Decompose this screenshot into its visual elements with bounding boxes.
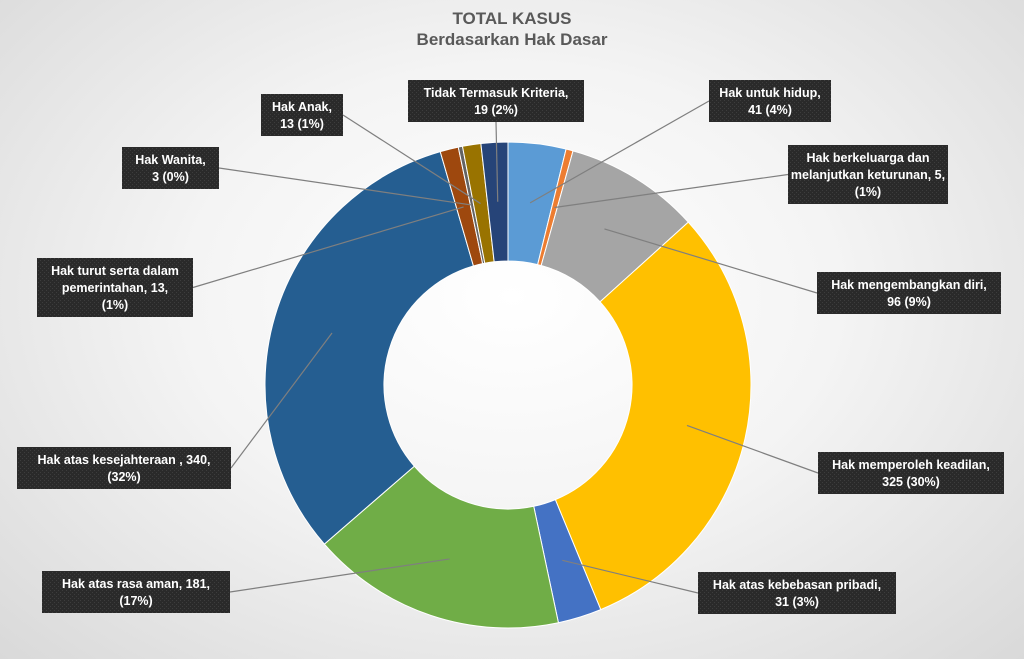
data-label-box [817,272,1001,314]
data-label: Hak memperoleh keadilan, 325 (30%) [818,452,1004,494]
chart-title-main: TOTAL KASUS [452,9,572,28]
leader-lines [192,100,819,594]
data-label: Hak turut serta dalam pemerintahan, 13, (1… [37,258,193,317]
data-label-box [698,572,896,614]
data-label-text: 325 (30%) [882,475,940,489]
data-label-text: Hak memperoleh keadilan, [832,458,990,472]
leader-line [229,558,450,593]
data-label-text: 3 (0%) [152,170,189,184]
data-label-text: 19 (2%) [474,103,518,117]
data-label: Hak atas kebebasan pribadi, 31 (3%) [698,572,896,614]
donut-slices [264,141,752,629]
leader-line [218,167,473,206]
data-label-box [17,447,231,489]
chart-subtitle: Berdasarkan Hak Dasar [416,30,608,49]
data-label-text: (1%) [855,185,881,199]
data-label: Hak mengembangkan diri, 96 (9%) [817,272,1001,314]
data-label-text: melanjutkan keturunan, 5, [791,168,945,182]
data-label-box [818,452,1004,494]
data-label-text: (17%) [119,594,152,608]
data-label: Hak Wanita, 3 (0%) [122,147,219,189]
data-label-text: Hak atas kesejahteraan , 340, [37,453,210,467]
data-labels: Hak untuk hidup, 41 (4%) Hak berkeluarga d… [17,80,1004,614]
data-label-text: Hak berkeluarga dan [807,151,930,165]
data-label-text: 13 (1%) [280,117,324,131]
leader-line [554,173,789,209]
leader-line [192,206,464,289]
data-label: Hak atas rasa aman, 181, (17%) [42,571,230,613]
data-label-box [42,571,230,613]
data-label: Hak Anak, 13 (1%) [261,94,343,136]
donut-slice [264,151,475,545]
data-label-text: 41 (4%) [748,103,792,117]
leader-line [230,332,333,469]
data-label-text: Tidak Termasuk Kriteria, [424,86,569,100]
donut-slice [554,221,752,611]
data-label: Tidak Termasuk Kriteria, 19 (2%) [408,80,584,122]
leader-line [562,559,699,594]
data-label-box [709,80,831,122]
data-label: Hak berkeluarga dan melanjutkan keturunan… [788,145,948,204]
data-label-text: Hak atas rasa aman, 181, [62,577,210,591]
data-label-text: 31 (3%) [775,595,819,609]
data-label-box [122,147,219,189]
data-label-text: Hak untuk hidup, [719,86,820,100]
chart-title: TOTAL KASUS Berdasarkan Hak Dasar [0,8,1024,50]
data-label-text: (1%) [102,298,128,312]
data-label-text: 96 (9%) [887,295,931,309]
data-label-box [261,94,343,136]
data-label-box [37,258,193,317]
data-label-text: Hak mengembangkan diri, [831,278,987,292]
leader-line [529,100,710,204]
data-label: Hak atas kesejahteraan , 340, (32%) [17,447,231,489]
data-label-text: Hak Anak, [272,100,332,114]
donut-slice [323,465,560,629]
data-label-text: Hak atas kebebasan pribadi, [713,578,881,592]
data-label-text: Hak turut serta dalam [51,264,179,278]
leader-line [342,114,481,205]
data-label-box [788,145,948,204]
leader-line [495,121,499,202]
data-label-text: pemerintahan, 13, [62,281,168,295]
data-label-text: (32%) [107,470,140,484]
donut-slice [480,141,509,263]
leader-line [686,424,819,474]
data-label-text: Hak Wanita, [135,153,205,167]
leader-line [604,228,818,294]
data-label-box [408,80,584,122]
data-label: Hak untuk hidup, 41 (4%) [709,80,831,122]
